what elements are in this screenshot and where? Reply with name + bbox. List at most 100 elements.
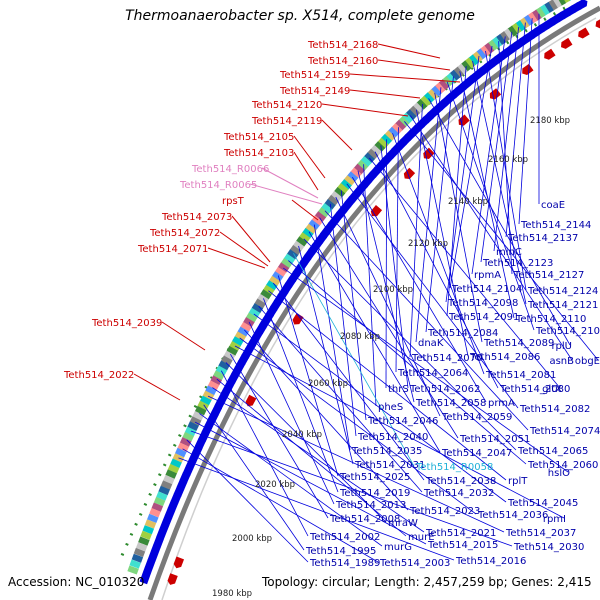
gene-label[interactable]: pheS [378,402,403,413]
gene-label[interactable]: Teth514_2127 [513,270,584,281]
gene-label[interactable]: Teth514_2060 [527,460,598,471]
gene-label[interactable]: Teth514_2124 [527,286,598,297]
gene-label[interactable]: Teth514_2103 [223,148,294,159]
gene-label[interactable]: Teth514_2022 [63,370,134,381]
gene-label[interactable]: Teth514_2059 [441,412,512,423]
gene-label[interactable]: Teth514_2080 [499,384,570,395]
gene-label[interactable]: Teth514_2110 [515,314,586,325]
gene-label[interactable]: asnB [549,356,574,367]
gene-label[interactable]: Teth514_2031 [354,460,425,471]
gene-label[interactable]: rplT [508,476,528,487]
gene-label[interactable]: Teth514_2038 [425,476,496,487]
gene-label[interactable]: Teth514_2064 [397,368,468,379]
gene-label[interactable]: murE [408,532,435,543]
gene-label[interactable]: Teth514_2003 [379,558,450,569]
gene-label[interactable]: Teth514_2121 [527,300,598,311]
gene-label[interactable]: Teth514_2037 [505,528,576,539]
gene-label[interactable]: Teth514_2084 [427,328,498,339]
forward-gene-arrow [578,27,590,39]
gene-label[interactable]: rpmA [474,270,501,281]
gene-label[interactable]: Teth514_2036 [477,510,548,521]
gene-label[interactable]: Teth514_2071 [137,244,208,255]
gene-label[interactable]: Teth514_2045 [507,498,578,509]
gene-label[interactable]: Teth514_2098 [447,298,518,309]
gene-label[interactable]: Teth514_1995 [305,546,376,557]
leader-line [319,217,459,439]
gene-label[interactable]: Teth514_2040 [357,432,428,443]
gene-label[interactable]: Teth514_2065 [517,446,588,457]
gene-label[interactable]: Teth514_2008 [329,514,400,525]
gene-label[interactable]: Teth514_2035 [351,446,422,457]
gene-label[interactable]: Teth514_2159 [279,70,350,81]
gene-label[interactable]: dnaK [418,338,444,349]
leader-line [253,313,507,503]
topology-label: Topology: circular; Length: 2,457,259 bp… [262,575,592,589]
cog-block [416,98,428,111]
gene-label[interactable]: hslO [548,468,570,479]
gene-label[interactable]: Teth514_1989 [309,558,380,569]
gene-label[interactable]: Teth514_2030 [513,542,584,553]
gene-label[interactable]: rpmI [543,514,566,525]
gene-label[interactable]: Teth514_2086 [469,352,540,363]
gene-label[interactable]: Teth514_2046 [367,416,438,427]
gene-label[interactable]: murG [384,542,412,553]
gene-label[interactable]: Teth514_R0065 [179,180,257,191]
gene-label[interactable]: Teth514_2168 [307,40,378,51]
gene-label[interactable]: mraW [388,518,418,529]
leader-line [313,224,351,451]
gene-label[interactable]: obgE [575,356,600,367]
gene-label[interactable]: Teth514_2119 [251,116,322,127]
gene-label[interactable]: Teth514_2123 [482,258,553,269]
cog-block [499,31,510,43]
leader-line [190,430,513,547]
leader-line [234,345,565,519]
gene-label[interactable]: Teth514_2039 [91,318,162,329]
gene-label[interactable]: Teth514_2073 [161,212,232,223]
gene-label[interactable]: rpsT [222,196,245,207]
gene-label[interactable]: Teth514_2015 [427,540,498,551]
gene-label[interactable]: Teth514_2023 [409,506,480,517]
cog-block [156,491,168,501]
cog-block [391,123,403,135]
gene-label[interactable]: Teth514_2062 [409,384,480,395]
gene-label[interactable]: minC [496,247,522,258]
gene-label[interactable]: Teth514_2072 [149,228,220,239]
gene-label[interactable]: Teth514_2144 [520,220,591,231]
gene-label[interactable]: Teth514_2081 [485,370,556,381]
gene-label[interactable]: Teth514_2013 [335,500,406,511]
gene-label[interactable]: thrS [388,384,409,395]
gene-label[interactable]: Teth514_2058 [415,398,486,409]
cog-block [475,48,487,60]
gene-label[interactable]: Teth514_2160 [307,56,378,67]
gene-label[interactable]: rplU [551,341,572,352]
gene-label[interactable]: prmA [488,398,515,409]
gene-label[interactable]: Teth514_2104 [451,284,522,295]
gene-label[interactable]: Teth514_2137 [507,233,578,244]
gene-label[interactable]: Teth514_2051 [459,434,530,445]
gene-label[interactable]: Teth514_2074 [529,426,600,437]
gene-label[interactable]: Teth514_2016 [455,556,526,567]
gene-label[interactable]: Teth514_R0058 [415,462,493,473]
gene-label[interactable]: coaE [541,200,565,211]
gene-label[interactable]: Teth514_2149 [279,86,350,97]
gene-label[interactable]: Teth514_2047 [441,448,512,459]
leader-line [220,370,309,537]
cog-block [265,280,278,291]
leader-line [161,321,206,351]
cog-block [234,331,247,342]
gene-label[interactable]: Teth514_2091 [448,312,519,323]
gene-label[interactable]: Teth514_2105 [223,132,294,143]
gene-label[interactable]: Teth514_2107 [535,326,600,337]
gene-label[interactable]: gltX [542,384,562,395]
gene-label[interactable]: Teth514_2021 [425,528,496,539]
gene-label[interactable]: Teth514_2089 [483,338,554,349]
gene-label[interactable]: Teth514_R0066 [191,164,269,175]
gene-label[interactable]: Teth514_2120 [251,100,322,111]
gene-label[interactable]: Teth514_2082 [519,404,590,415]
gene-label[interactable]: Teth514_2070 [411,353,482,364]
gene-label[interactable]: Teth514_2002 [309,532,380,543]
gene-label[interactable]: Teth514_2032 [423,488,494,499]
gene-label[interactable]: Teth514_2025 [339,472,410,483]
gene-label[interactable]: Teth514_2019 [339,488,410,499]
